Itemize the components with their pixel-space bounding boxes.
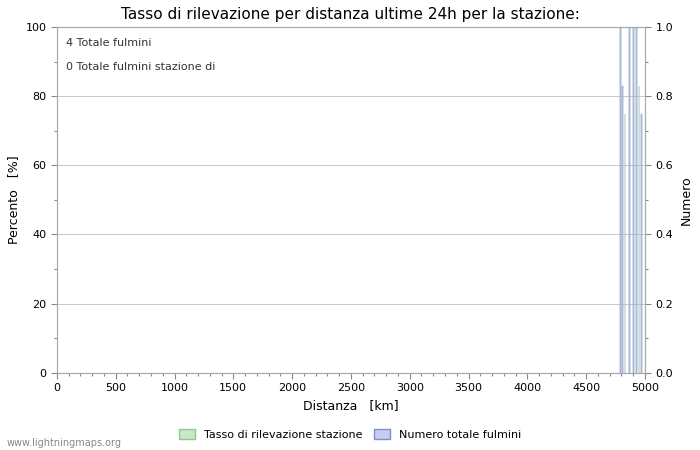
Text: 0 Totale fulmini stazione di: 0 Totale fulmini stazione di [66, 62, 215, 72]
Bar [636, 27, 637, 373]
X-axis label: Distanza   [km]: Distanza [km] [303, 399, 399, 412]
Bar [624, 113, 625, 373]
Text: 4 Totale fulmini: 4 Totale fulmini [66, 38, 151, 48]
Bar [629, 27, 630, 373]
Bar [620, 27, 621, 373]
Title: Tasso di rilevazione per distanza ultime 24h per la stazione:: Tasso di rilevazione per distanza ultime… [122, 7, 580, 22]
Bar [638, 86, 639, 373]
Bar [641, 113, 642, 373]
Bar [633, 27, 634, 373]
Bar [622, 86, 623, 373]
Bar [633, 27, 634, 373]
Text: www.lightningmaps.org: www.lightningmaps.org [7, 438, 122, 448]
Bar [620, 27, 621, 373]
Y-axis label: Numero: Numero [680, 175, 693, 225]
Legend: Tasso di rilevazione stazione, Numero totale fulmini: Tasso di rilevazione stazione, Numero to… [174, 425, 526, 445]
Bar [622, 86, 623, 373]
Y-axis label: Percento   [%]: Percento [%] [7, 156, 20, 244]
Bar [629, 27, 630, 373]
Bar [624, 113, 625, 373]
Bar [638, 86, 639, 373]
Bar [636, 27, 637, 373]
Bar [641, 113, 642, 373]
